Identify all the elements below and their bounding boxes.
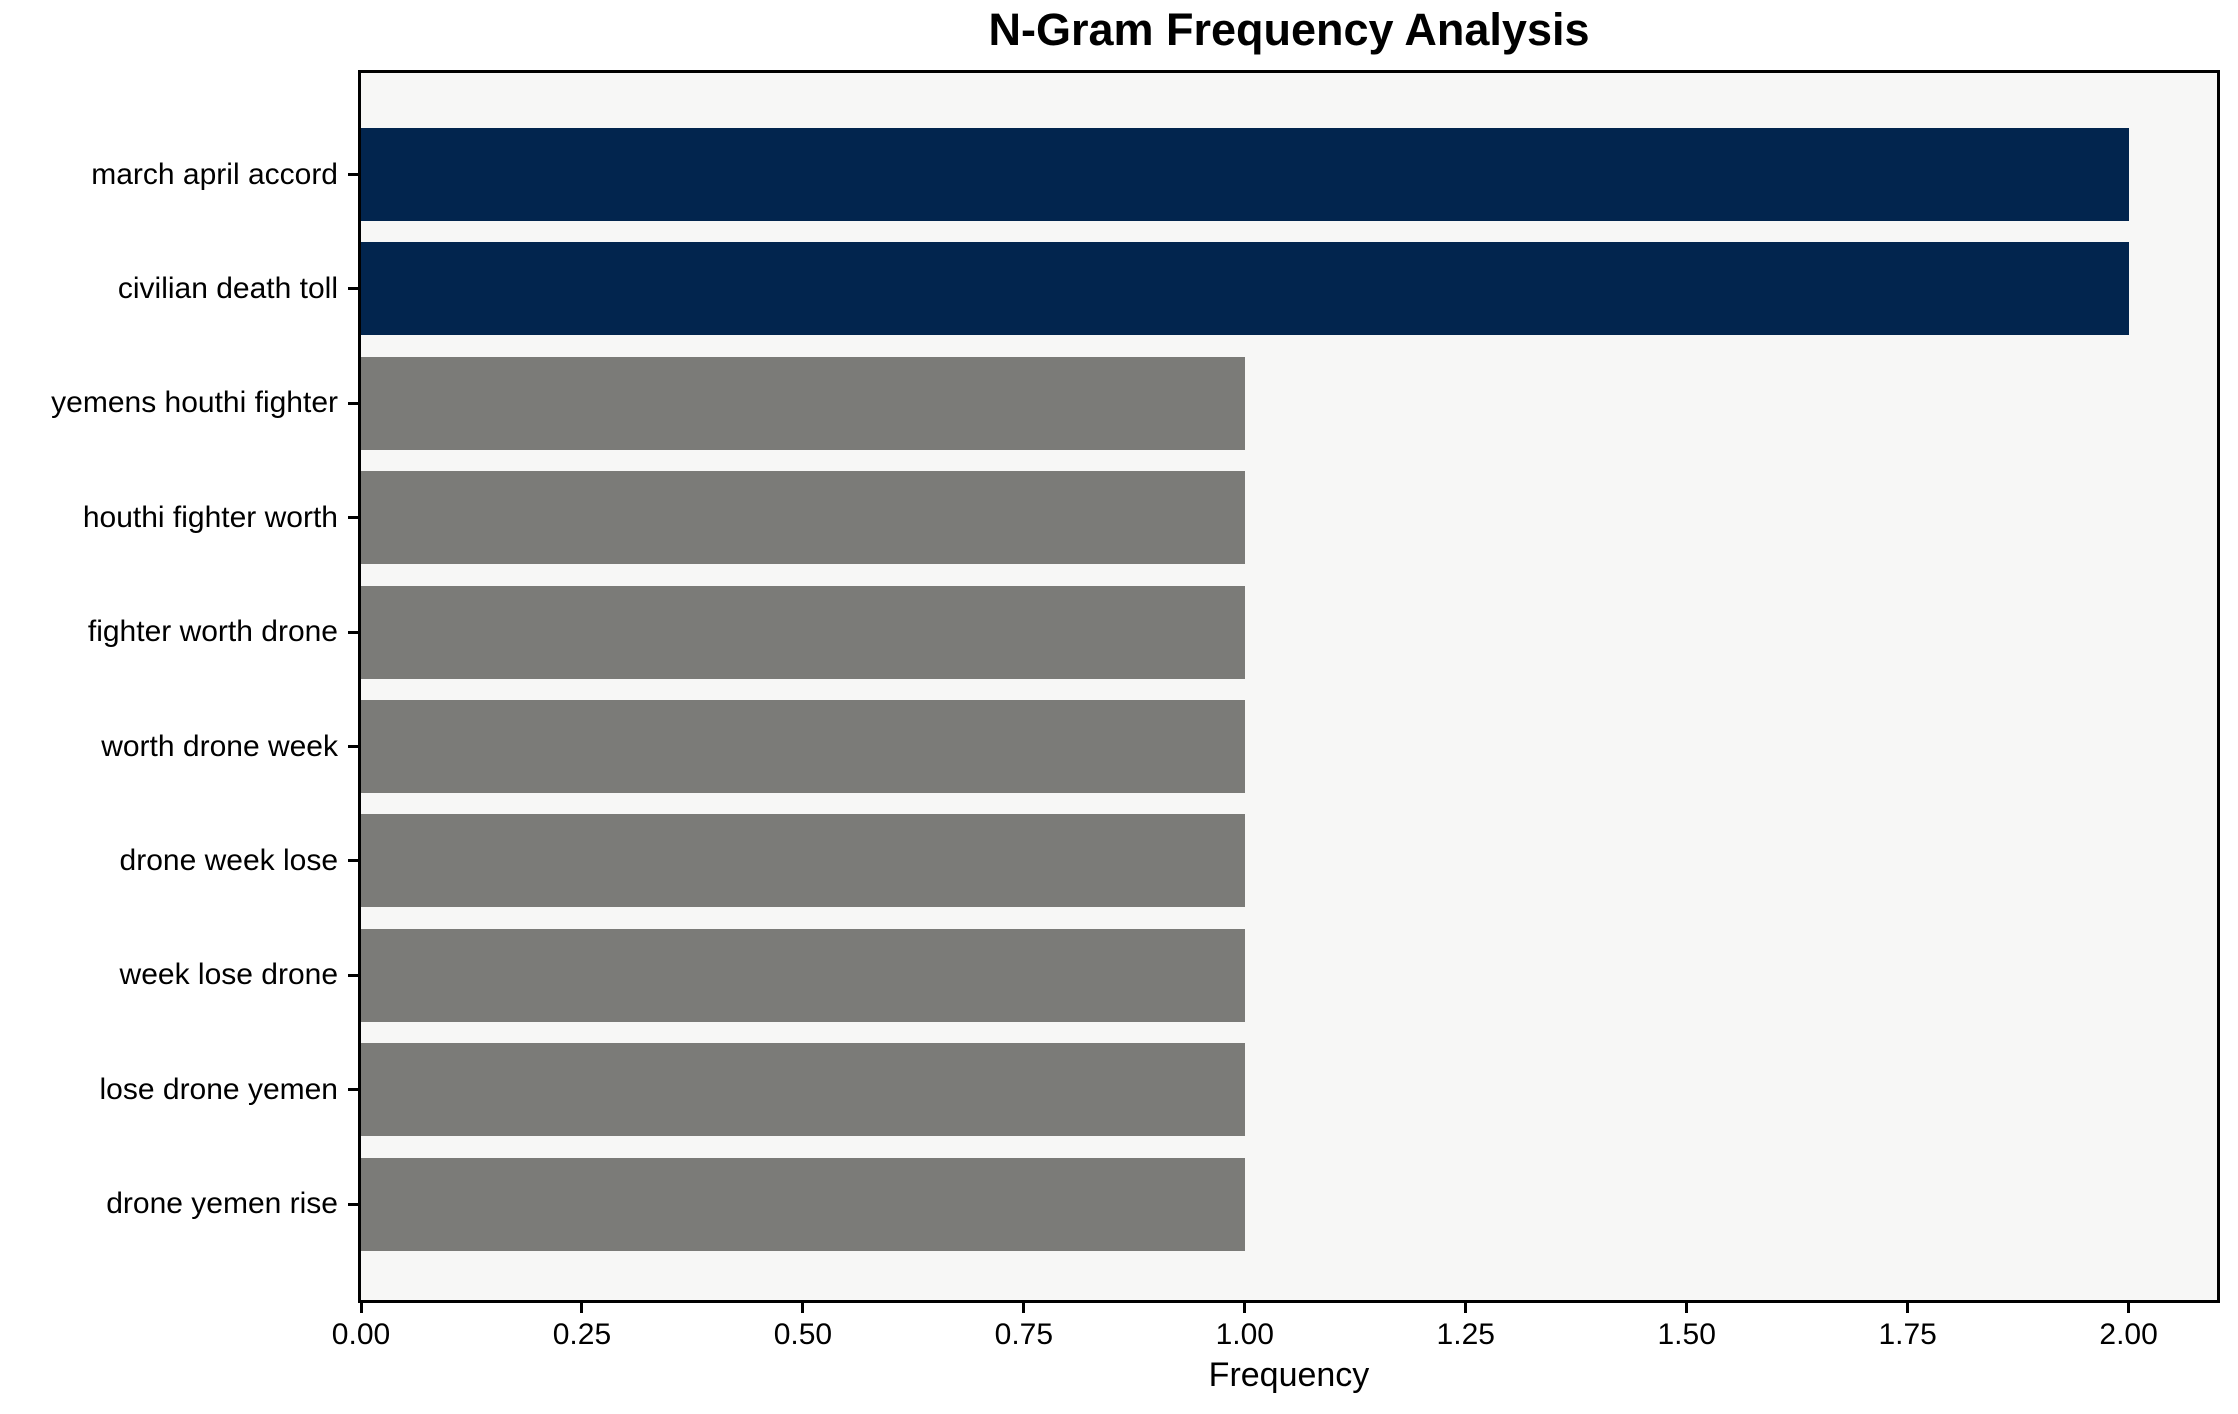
x-tick-label: 0.75 bbox=[994, 1318, 1054, 1351]
x-tick bbox=[1685, 1303, 1689, 1313]
x-axis-title: Frequency bbox=[1208, 1356, 1370, 1394]
y-axis-label: houthi fighter worth bbox=[82, 500, 338, 534]
x-tick-label: 1.00 bbox=[1215, 1318, 1274, 1351]
bar bbox=[361, 814, 1245, 908]
bar bbox=[361, 1157, 1245, 1251]
y-tick bbox=[348, 859, 358, 863]
bar bbox=[361, 1043, 1245, 1137]
y-tick bbox=[348, 401, 358, 405]
x-tick-label: 0.25 bbox=[552, 1318, 612, 1351]
y-tick bbox=[348, 516, 358, 520]
y-tick bbox=[348, 973, 358, 977]
bar bbox=[361, 128, 2129, 221]
y-axis-label: march april accord bbox=[91, 157, 338, 191]
bar bbox=[361, 356, 1245, 450]
chart-title: N-Gram Frequency Analysis bbox=[988, 4, 1590, 55]
y-axis-label: civilian death toll bbox=[117, 271, 338, 305]
y-axis-label: lose drone yemen bbox=[99, 1072, 338, 1106]
y-axis-label: week lose drone bbox=[119, 958, 338, 992]
x-tick-label: 2.00 bbox=[2099, 1318, 2158, 1351]
y-tick bbox=[348, 630, 358, 634]
x-tick bbox=[1464, 1303, 1468, 1313]
y-tick bbox=[348, 1202, 358, 1206]
x-tick bbox=[1022, 1303, 1026, 1313]
x-tick bbox=[359, 1303, 363, 1313]
y-axis-label: drone week lose bbox=[119, 843, 338, 877]
x-tick bbox=[1906, 1303, 1910, 1313]
bar bbox=[361, 471, 1245, 565]
x-tick bbox=[2127, 1303, 2131, 1313]
y-axis-label: yemens houthi fighter bbox=[51, 386, 338, 420]
x-tick-label: 0.50 bbox=[773, 1318, 833, 1351]
y-axis-label: drone yemen rise bbox=[106, 1187, 338, 1221]
y-tick bbox=[348, 745, 358, 748]
y-axis-label: worth drone week bbox=[101, 729, 338, 763]
plot-area bbox=[358, 70, 2220, 1303]
x-tick bbox=[580, 1303, 584, 1313]
y-axis-label: fighter worth drone bbox=[87, 615, 338, 649]
y-tick bbox=[348, 287, 358, 291]
x-tick-label: 0.00 bbox=[331, 1318, 391, 1351]
bar bbox=[361, 700, 1245, 793]
bar bbox=[361, 928, 1245, 1022]
x-tick-label: 1.50 bbox=[1657, 1318, 1716, 1351]
bar bbox=[361, 242, 2129, 336]
x-tick bbox=[801, 1303, 805, 1313]
x-tick-label: 1.75 bbox=[1878, 1318, 1937, 1351]
bar bbox=[361, 585, 1245, 679]
x-tick-label: 1.25 bbox=[1436, 1318, 1495, 1351]
y-tick bbox=[348, 1088, 358, 1092]
y-tick bbox=[348, 173, 358, 176]
x-tick bbox=[1243, 1303, 1247, 1313]
